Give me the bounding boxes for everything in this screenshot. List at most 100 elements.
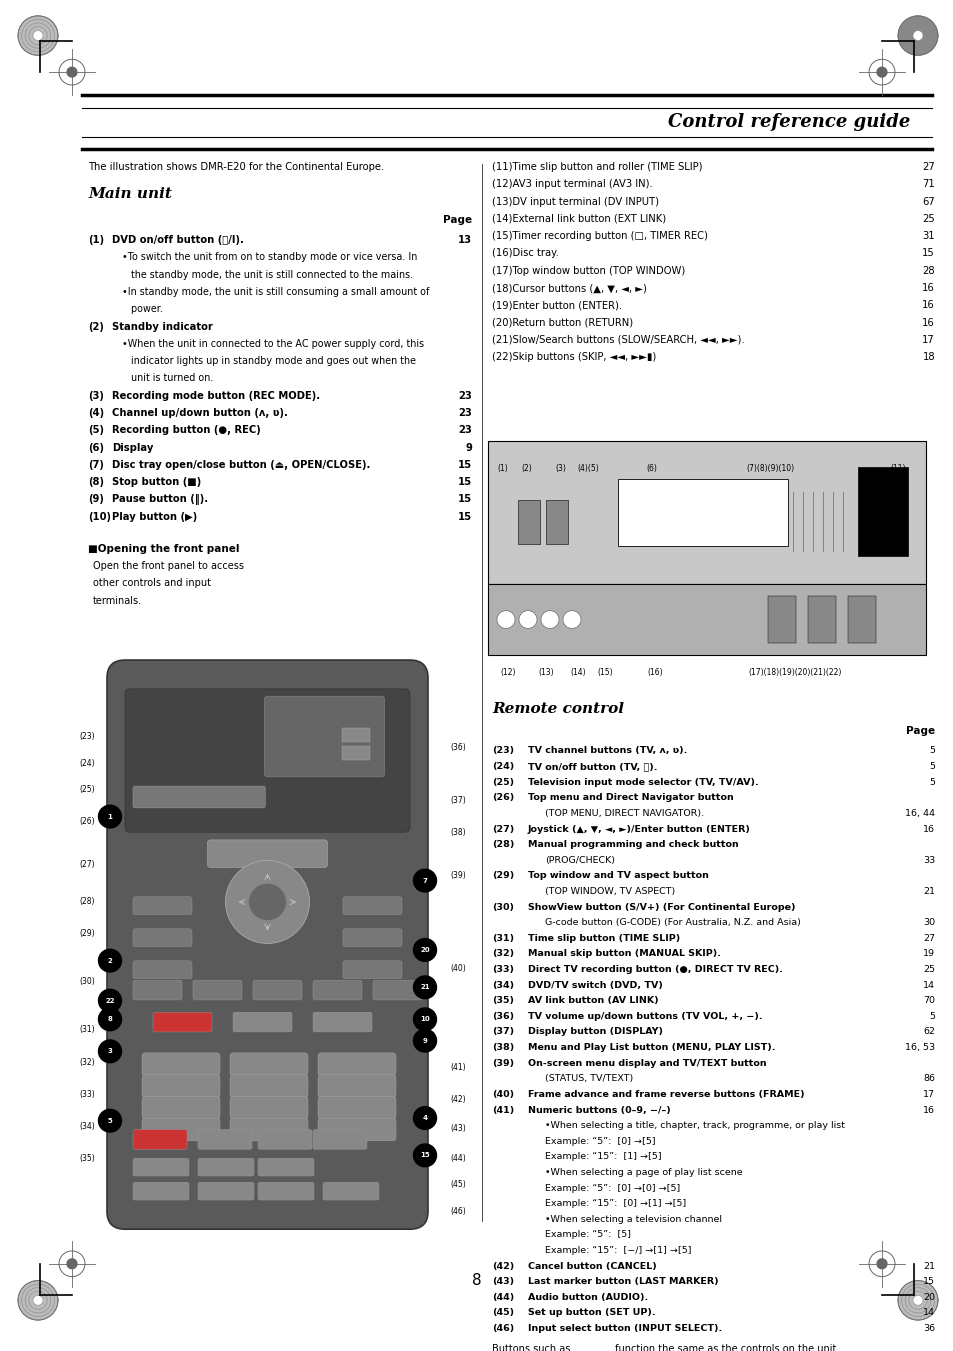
Text: (26): (26): [492, 793, 514, 802]
FancyBboxPatch shape: [132, 981, 182, 1000]
FancyBboxPatch shape: [142, 1119, 220, 1140]
Text: (PROG/CHECK): (PROG/CHECK): [544, 855, 615, 865]
Text: (44): (44): [492, 1293, 514, 1302]
Text: (4): (4): [88, 408, 104, 417]
Text: (29): (29): [79, 929, 95, 939]
Text: 62: 62: [923, 1028, 934, 1036]
Text: (14)External link button (EXT LINK): (14)External link button (EXT LINK): [492, 213, 665, 224]
Text: 5: 5: [928, 747, 934, 755]
Circle shape: [540, 611, 558, 628]
Circle shape: [413, 1029, 436, 1052]
Text: (43): (43): [450, 1124, 465, 1133]
FancyBboxPatch shape: [125, 689, 410, 832]
Text: 15: 15: [457, 512, 472, 521]
Text: function the same as the controls on the unit.: function the same as the controls on the…: [612, 1344, 839, 1351]
Text: (31): (31): [492, 934, 514, 943]
Bar: [517, 500, 539, 544]
Text: Control reference guide: Control reference guide: [667, 112, 909, 131]
Text: TV on/off button (TV, Ⓧ).: TV on/off button (TV, Ⓧ).: [527, 762, 657, 771]
Bar: [341, 746, 369, 759]
FancyBboxPatch shape: [343, 897, 401, 915]
Text: (11)Time slip button and roller (TIME SLIP): (11)Time slip button and roller (TIME SL…: [492, 162, 701, 172]
Circle shape: [876, 1259, 886, 1269]
Text: 16, 44: 16, 44: [904, 809, 934, 817]
Text: (8): (8): [88, 477, 104, 488]
Bar: [618, 480, 787, 546]
Text: •In standby mode, the unit is still consuming a small amount of: •In standby mode, the unit is still cons…: [122, 286, 429, 297]
FancyBboxPatch shape: [317, 1097, 395, 1119]
Bar: [857, 467, 907, 557]
Text: (42): (42): [450, 1094, 465, 1104]
Text: Set up button (SET UP).: Set up button (SET UP).: [527, 1309, 655, 1317]
Text: (3): (3): [88, 390, 104, 401]
Text: (22)Skip buttons (SKIP, ◄◄, ►►▮): (22)Skip buttons (SKIP, ◄◄, ►►▮): [492, 353, 656, 362]
Text: 20: 20: [923, 1293, 934, 1302]
Circle shape: [497, 611, 515, 628]
Text: (27): (27): [492, 824, 514, 834]
FancyBboxPatch shape: [132, 1182, 189, 1200]
Text: 1: 1: [597, 1344, 602, 1351]
Circle shape: [562, 611, 580, 628]
Text: Menu and Play List button (MENU, PLAY LIST).: Menu and Play List button (MENU, PLAY LI…: [527, 1043, 775, 1052]
Text: 21: 21: [923, 888, 934, 896]
FancyBboxPatch shape: [230, 1119, 308, 1140]
Text: 9: 9: [422, 1038, 427, 1044]
FancyBboxPatch shape: [343, 928, 401, 947]
Text: 33: 33: [922, 855, 934, 865]
Circle shape: [225, 861, 309, 943]
Text: Audio button (AUDIO).: Audio button (AUDIO).: [527, 1293, 648, 1302]
Text: (25): (25): [492, 778, 514, 786]
Text: 21: 21: [419, 985, 430, 990]
Text: unit is turned on.: unit is turned on.: [122, 373, 213, 384]
Text: (2): (2): [521, 463, 532, 473]
FancyBboxPatch shape: [230, 1052, 308, 1075]
Text: ■Opening the front panel: ■Opening the front panel: [88, 544, 239, 554]
Circle shape: [98, 1040, 121, 1063]
FancyBboxPatch shape: [313, 1012, 372, 1032]
Text: (37): (37): [450, 796, 465, 805]
Bar: [341, 728, 369, 742]
Text: (38): (38): [450, 828, 465, 838]
FancyBboxPatch shape: [193, 981, 242, 1000]
Text: 20: 20: [419, 947, 430, 952]
Text: (30): (30): [79, 978, 95, 986]
Text: (27): (27): [79, 861, 95, 869]
Text: (45): (45): [492, 1309, 514, 1317]
Text: Example: “5”:  [5]: Example: “5”: [5]: [544, 1231, 630, 1239]
Text: (26): (26): [79, 817, 95, 827]
Circle shape: [98, 950, 121, 971]
FancyBboxPatch shape: [132, 1129, 187, 1150]
Circle shape: [249, 884, 286, 920]
Text: 16: 16: [922, 300, 934, 311]
Text: 27: 27: [922, 162, 934, 172]
Text: Television input mode selector (TV, TV/AV).: Television input mode selector (TV, TV/A…: [527, 778, 758, 786]
Circle shape: [33, 31, 43, 41]
Text: DVD on/off button (Ⓧ/I).: DVD on/off button (Ⓧ/I).: [112, 235, 244, 245]
Text: (36): (36): [492, 1012, 514, 1021]
Text: •When selecting a page of play list scene: •When selecting a page of play list scen…: [544, 1169, 741, 1177]
Circle shape: [18, 1281, 58, 1320]
Text: terminals.: terminals.: [92, 596, 142, 605]
Text: 28: 28: [922, 266, 934, 276]
Text: Cancel button (CANCEL): Cancel button (CANCEL): [527, 1262, 656, 1271]
Text: (7)(8)(9)(10): (7)(8)(9)(10): [745, 463, 793, 473]
Text: (1): (1): [88, 235, 104, 245]
FancyBboxPatch shape: [142, 1097, 220, 1119]
FancyBboxPatch shape: [132, 786, 265, 808]
Text: Example: “15”:  [0] →[1] →[5]: Example: “15”: [0] →[1] →[5]: [544, 1200, 685, 1208]
Text: 15: 15: [457, 477, 472, 488]
Text: Remote control: Remote control: [492, 703, 623, 716]
Text: (TOP MENU, DIRECT NAVIGATOR).: (TOP MENU, DIRECT NAVIGATOR).: [544, 809, 703, 817]
Text: 30: 30: [922, 919, 934, 927]
Text: 31: 31: [922, 231, 934, 242]
Text: Example: “15”:  [1] →[5]: Example: “15”: [1] →[5]: [544, 1152, 661, 1162]
Text: (43): (43): [492, 1277, 514, 1286]
Text: Recording button (●, REC): Recording button (●, REC): [112, 426, 260, 435]
Text: (16)Disc tray.: (16)Disc tray.: [492, 249, 558, 258]
Circle shape: [897, 1281, 937, 1320]
Text: (33): (33): [492, 965, 514, 974]
Text: Top menu and Direct Navigator button: Top menu and Direct Navigator button: [527, 793, 733, 802]
Circle shape: [897, 16, 937, 55]
Text: Open the front panel to access: Open the front panel to access: [92, 561, 244, 571]
Text: (33): (33): [79, 1089, 95, 1098]
